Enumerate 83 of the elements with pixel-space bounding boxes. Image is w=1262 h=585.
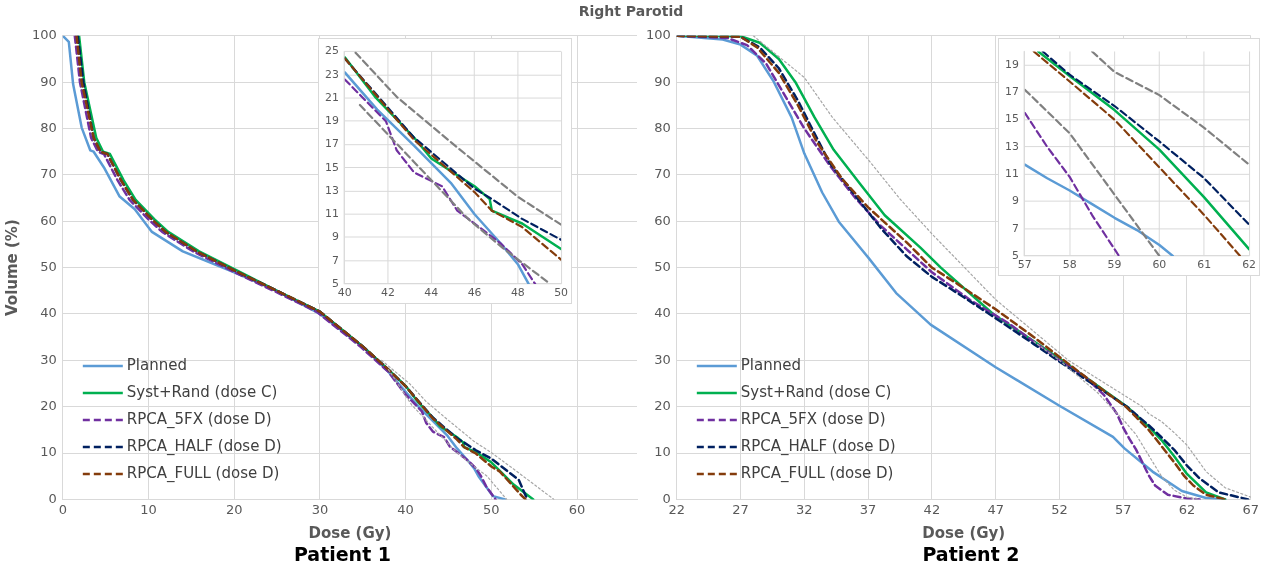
y-tick-label: 5 [1011, 248, 1019, 262]
legend-label: Syst+Rand (dose C) [126, 382, 278, 401]
x-axis-title: Dose (Gy) [308, 523, 392, 542]
y-tick-label: 9 [331, 230, 339, 244]
x-tick-label: 27 [732, 501, 749, 517]
x-axis-title: Dose (Gy) [922, 523, 1006, 542]
legend-label: Planned [740, 355, 801, 374]
y-tick-label: 10 [40, 444, 57, 460]
chart-title: Right Parotid [577, 3, 685, 19]
y-tick-label: 60 [654, 212, 671, 228]
y-tick-label: 40 [654, 305, 671, 321]
x-tick-label: 62 [1178, 501, 1196, 517]
y-tick-label: 13 [324, 183, 339, 197]
y-tick-label: 15 [1004, 112, 1019, 126]
y-tick-label: 9 [1011, 194, 1019, 208]
x-tick-label: 22 [668, 501, 686, 517]
legend-label: Syst+Rand (dose C) [740, 382, 892, 401]
y-tick-label: 20 [654, 398, 671, 414]
legend-label: RPCA_FULL (dose D) [126, 463, 280, 483]
y-tick-label: 30 [40, 351, 57, 367]
legend-label: RPCA_FULL (dose D) [740, 463, 894, 483]
y-tick-label: 90 [654, 73, 671, 89]
y-tick-label: 70 [654, 166, 671, 182]
x-tick-label: 30 [311, 501, 329, 517]
y-tick-label: 15 [324, 160, 339, 174]
y-tick-label: 100 [31, 27, 57, 43]
y-tick-label: 13 [1004, 139, 1019, 153]
text: Patient 1 [292, 543, 393, 565]
y-tick-label: 0 [48, 490, 57, 506]
x-tick-label: 48 [510, 286, 525, 300]
x-tick-label: 37 [859, 501, 877, 517]
y-tick-label: 11 [1004, 167, 1019, 181]
legend-label: RPCA_HALF (dose D) [126, 436, 282, 456]
y-tick-label: 70 [40, 166, 57, 182]
x-tick-label: 67 [1242, 501, 1259, 517]
x-tick-label: 0 [58, 501, 67, 517]
x-tick-label: 58 [1062, 258, 1077, 272]
x-tick-label: 50 [554, 286, 569, 300]
y-tick-label: 19 [1004, 57, 1019, 71]
x-tick-label: 59 [1107, 258, 1122, 272]
x-tick-label: 32 [796, 501, 813, 517]
y-tick-label: 90 [40, 73, 57, 89]
y-tick-label: 80 [654, 119, 671, 135]
y-tick-label: 7 [331, 253, 339, 267]
y-tick-label: 20 [40, 398, 57, 414]
x-tick-label: 57 [1017, 258, 1032, 272]
x-tick-label: 61 [1197, 258, 1212, 272]
x-tick-label: 60 [1152, 258, 1167, 272]
y-tick-label: 7 [1011, 221, 1019, 235]
y-tick-label: 100 [645, 27, 671, 43]
x-tick-label: 60 [568, 501, 586, 517]
y-tick-label: 19 [324, 114, 339, 128]
y-tick-label: 23 [324, 67, 339, 81]
x-tick-label: 40 [397, 501, 414, 517]
y-tick-label: 17 [324, 137, 339, 151]
x-tick-label: 20 [225, 501, 243, 517]
x-tick-label: 57 [1114, 501, 1132, 517]
y-tick-label: 0 [662, 490, 671, 506]
y-tick-label: 60 [40, 212, 57, 228]
legend-label: RPCA_HALF (dose D) [740, 436, 896, 456]
x-tick-label: 62 [1242, 258, 1257, 272]
y-tick-label: 25 [324, 44, 339, 58]
legend-label: Planned [126, 355, 187, 374]
y-tick-label: 80 [40, 119, 57, 135]
x-tick-label: 52 [1051, 501, 1068, 517]
y-tick-label: 17 [1004, 85, 1019, 99]
x-tick-label: 47 [987, 501, 1004, 517]
x-tick-label: 42 [381, 286, 395, 300]
x-tick-label: 50 [483, 501, 500, 517]
text: Patient 2 [921, 543, 1021, 565]
y-tick-label: 5 [331, 276, 339, 290]
y-tick-label: 21 [324, 90, 339, 104]
x-tick-label: 10 [140, 501, 157, 517]
x-tick-label: 42 [923, 501, 941, 517]
y-tick-label: 30 [654, 351, 671, 367]
x-tick-label: 44 [424, 286, 439, 300]
y-tick-label: 10 [654, 444, 671, 460]
legend-label: RPCA_5FX (dose D) [740, 409, 886, 429]
y-axis-title: Volume (%) [2, 219, 21, 316]
legend-label: RPCA_5FX (dose D) [126, 409, 272, 429]
y-tick-label: 40 [40, 305, 57, 321]
y-tick-label: 11 [324, 207, 339, 221]
x-tick-label: 46 [467, 286, 482, 300]
